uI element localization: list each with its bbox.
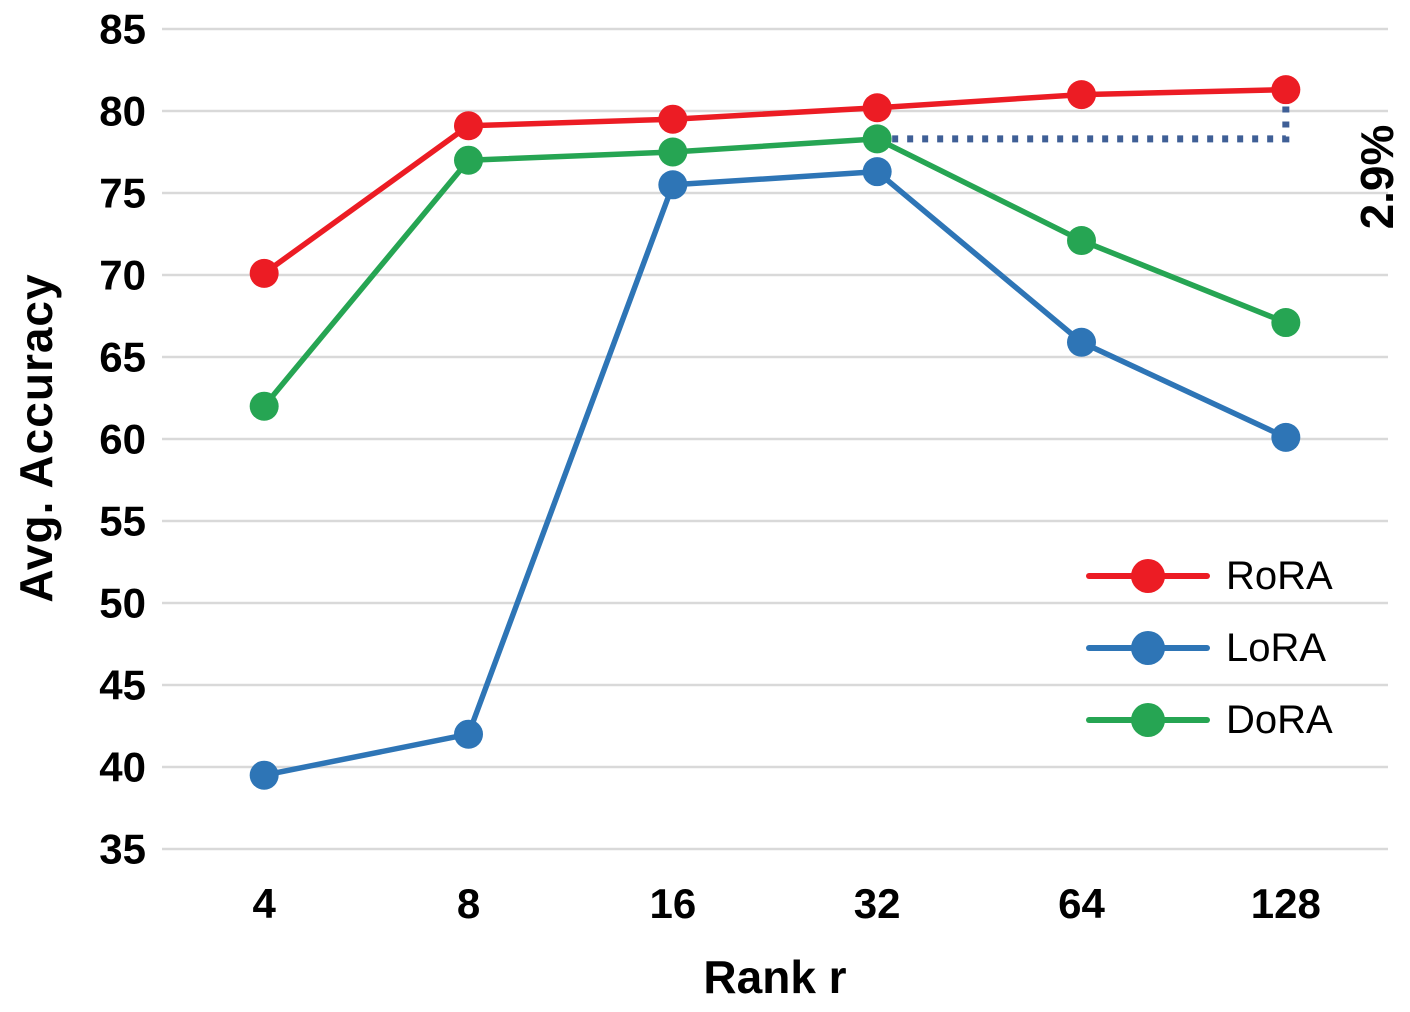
series-line-dora (261, 136, 1289, 409)
legend-item-dora: DoRA (1086, 684, 1333, 756)
data-point-rora (658, 104, 688, 134)
data-point-dora (249, 391, 279, 421)
data-point-lora (1271, 422, 1301, 452)
x-tick-label: 16 (649, 880, 696, 927)
legend-label-rora: RoRA (1226, 553, 1333, 598)
y-tick-label: 60 (99, 416, 146, 463)
gap-annotation-label: 2.9% (1351, 124, 1403, 230)
y-tick-label: 65 (99, 334, 146, 381)
data-point-rora (1067, 80, 1096, 110)
data-point-rora (454, 111, 483, 141)
legend-marker-lora-icon (1086, 630, 1210, 666)
y-tick-label: 75 (99, 170, 146, 217)
series-line-lora (261, 168, 1289, 778)
data-point-dora (1067, 226, 1096, 256)
y-tick-label: 55 (99, 498, 146, 545)
data-point-lora (454, 719, 483, 749)
y-tick-label: 45 (99, 662, 146, 709)
y-tick-label: 40 (99, 744, 146, 791)
data-point-dora (1271, 308, 1301, 338)
data-point-lora (1067, 327, 1096, 357)
legend-label-dora: DoRA (1226, 697, 1333, 742)
series-line-rora (261, 86, 1289, 277)
legend-marker-dora-icon (1086, 702, 1210, 738)
data-point-rora (1271, 75, 1301, 105)
data-point-dora (454, 145, 483, 175)
y-tick-label: 85 (99, 6, 146, 53)
data-point-lora (658, 170, 688, 200)
legend-label-lora: LoRA (1226, 625, 1327, 670)
data-point-lora (862, 157, 892, 187)
data-point-lora (249, 760, 279, 790)
y-tick-label: 50 (99, 580, 146, 627)
x-axis-title: Rank r (703, 951, 847, 1003)
y-tick-label: 35 (99, 826, 146, 873)
x-tick-label: 128 (1251, 880, 1321, 927)
y-tick-label: 80 (99, 88, 146, 135)
legend-item-lora: LoRA (1086, 612, 1333, 684)
data-point-rora (249, 258, 279, 288)
y-tick-label: 70 (99, 252, 146, 299)
x-tick-label: 8 (457, 880, 480, 927)
x-tick-label: 4 (252, 880, 276, 927)
gap-annotation-dotted-line (877, 102, 1290, 143)
x-tick-label: 64 (1058, 880, 1105, 927)
data-point-rora (862, 93, 892, 123)
data-point-dora (862, 124, 892, 154)
legend: RoRA LoRA DoRA (1086, 540, 1333, 756)
legend-marker-rora-icon (1086, 558, 1210, 594)
x-tick-label: 32 (854, 880, 901, 927)
data-point-dora (658, 137, 688, 167)
y-axis-title: Avg. Accuracy (10, 273, 62, 603)
legend-item-rora: RoRA (1086, 540, 1333, 612)
